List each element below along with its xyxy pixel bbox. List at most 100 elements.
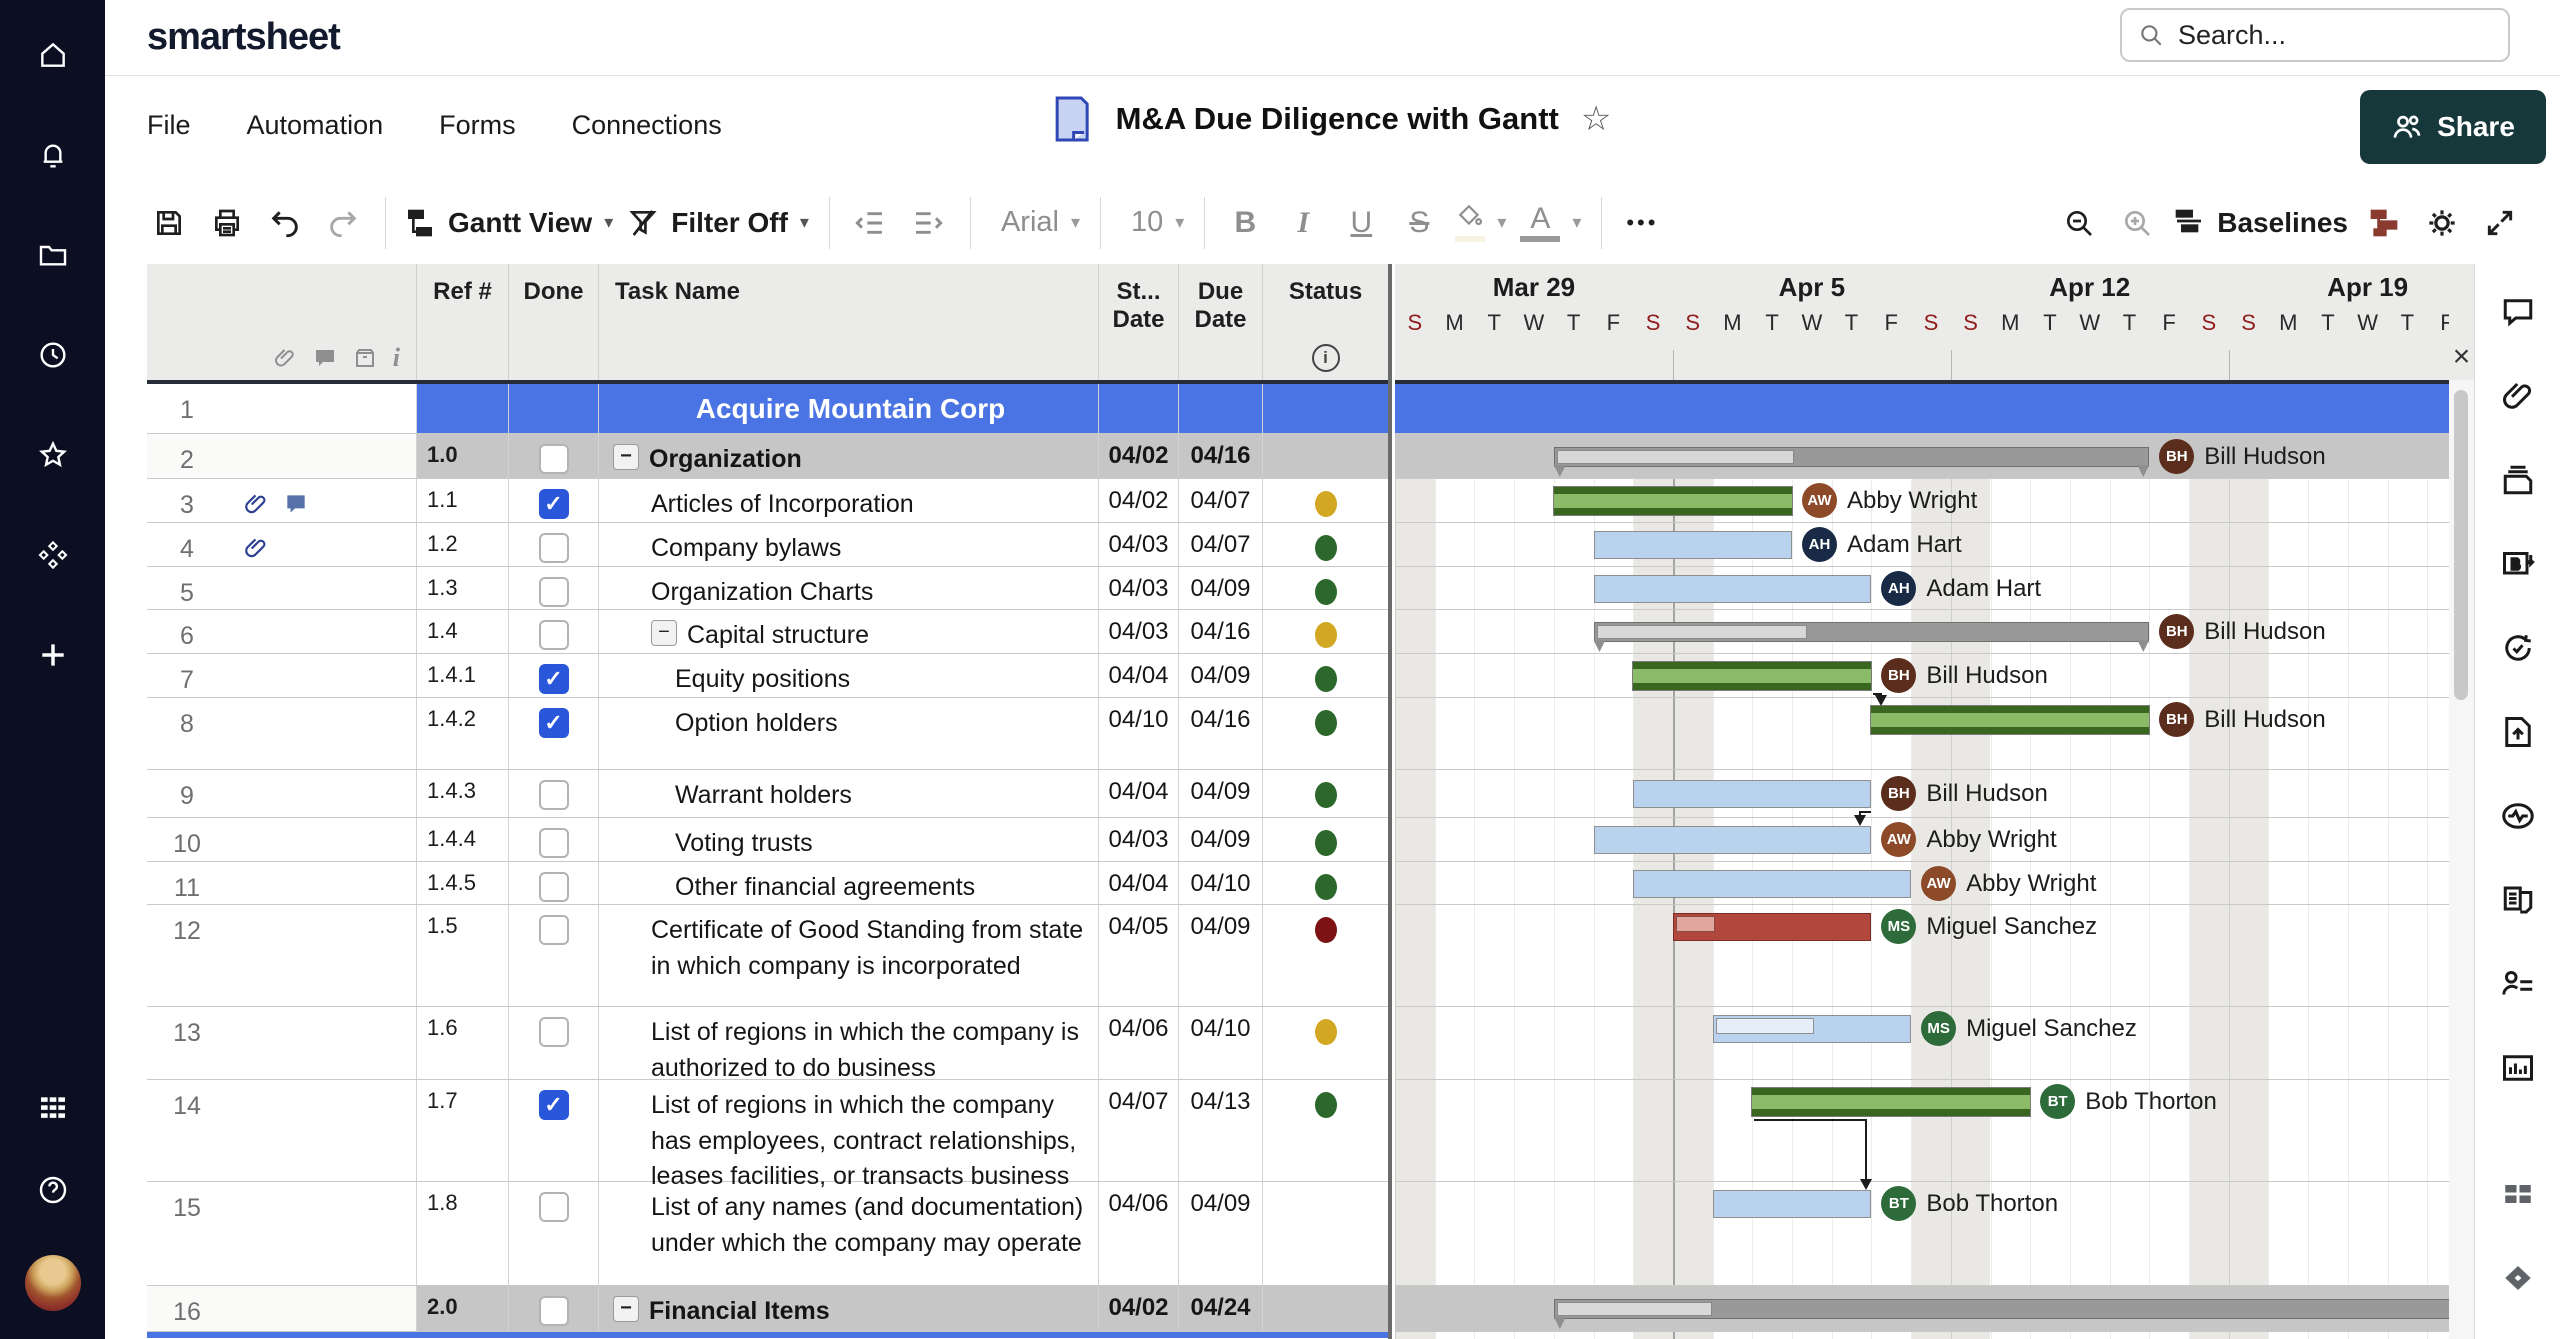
done-checkbox[interactable] xyxy=(538,620,569,650)
summary-icon[interactable] xyxy=(2499,882,2537,918)
task-name-cell[interactable]: Certificate of Good Standing from state … xyxy=(599,905,1099,1006)
ref-cell[interactable] xyxy=(417,384,509,433)
status-indicator[interactable] xyxy=(1314,782,1337,808)
assignee-avatar[interactable]: BH xyxy=(2159,439,2195,474)
done-checkbox[interactable] xyxy=(538,872,569,902)
status-cell[interactable] xyxy=(1263,610,1388,653)
close-gantt-icon[interactable]: × xyxy=(2452,340,2471,373)
status-indicator[interactable] xyxy=(1314,491,1337,517)
menu-item-forms[interactable]: Forms xyxy=(439,110,516,140)
due-date-cell[interactable]: 04/10 xyxy=(1179,862,1263,904)
update-requests-icon[interactable] xyxy=(2499,630,2537,666)
start-date-cell[interactable]: 04/02 xyxy=(1099,1286,1179,1331)
folders-icon[interactable] xyxy=(36,238,70,272)
ref-cell[interactable]: 1.6 xyxy=(417,1007,509,1079)
column-header-status[interactable]: Status i xyxy=(1263,264,1388,380)
status-indicator[interactable] xyxy=(1314,666,1337,692)
due-date-cell[interactable]: 04/16 xyxy=(1179,610,1263,653)
done-cell[interactable] xyxy=(509,818,599,861)
done-cell[interactable] xyxy=(509,905,599,1006)
row-number-cell[interactable]: 5 xyxy=(147,567,417,609)
row-number-cell[interactable]: 2 xyxy=(147,434,417,478)
zoom-in-button[interactable] xyxy=(2115,199,2159,247)
row-number-cell[interactable]: 6 xyxy=(147,610,417,653)
row-number-cell[interactable]: 14 xyxy=(147,1080,417,1181)
premium-apps-icon[interactable] xyxy=(2499,1260,2537,1296)
assignee-avatar[interactable]: AW xyxy=(1802,483,1837,518)
done-cell[interactable] xyxy=(509,1286,599,1331)
done-checkbox[interactable]: ✓ xyxy=(538,708,569,738)
status-indicator[interactable] xyxy=(1314,874,1337,900)
due-date-cell[interactable]: 04/07 xyxy=(1179,523,1263,566)
task-name-cell[interactable]: Acquire Mountain Corp xyxy=(599,384,1099,433)
due-date-cell[interactable]: 04/09 xyxy=(1179,770,1263,817)
due-date-cell[interactable]: 04/07 xyxy=(1179,479,1263,522)
save-button[interactable] xyxy=(147,199,191,247)
due-date-cell[interactable]: 04/10 xyxy=(1179,1007,1263,1079)
assignee-avatar[interactable]: AH xyxy=(1881,571,1917,606)
ref-cell[interactable]: 1.4.5 xyxy=(417,862,509,904)
font-size-select[interactable]: 10 ▾ xyxy=(1131,206,1185,238)
due-date-cell[interactable]: 04/09 xyxy=(1179,1182,1263,1285)
menu-item-connections[interactable]: Connections xyxy=(571,110,722,140)
done-checkbox[interactable] xyxy=(538,1192,569,1222)
settings-gear-icon[interactable] xyxy=(2420,199,2464,247)
done-cell[interactable] xyxy=(509,862,599,904)
ref-cell[interactable]: 2.0 xyxy=(417,1286,509,1331)
done-checkbox[interactable] xyxy=(538,915,569,945)
due-date-cell[interactable] xyxy=(1179,384,1263,433)
activity-log-icon[interactable] xyxy=(2499,798,2537,834)
expand-fullscreen-icon[interactable] xyxy=(2478,199,2522,247)
gantt-bar[interactable] xyxy=(1593,575,1872,603)
fill-color-button[interactable]: ▾ xyxy=(1455,199,1506,247)
done-checkbox[interactable]: ✓ xyxy=(538,664,569,694)
done-checkbox[interactable] xyxy=(538,577,569,607)
start-date-cell[interactable]: 04/04 xyxy=(1099,654,1179,697)
start-date-cell[interactable]: 04/06 xyxy=(1099,1007,1179,1079)
print-button[interactable] xyxy=(205,199,249,247)
home-icon[interactable] xyxy=(36,38,70,72)
collapse-toggle[interactable]: − xyxy=(613,1296,639,1322)
italic-button[interactable]: I xyxy=(1297,205,1310,239)
assignee-avatar[interactable]: MS xyxy=(1921,1011,1957,1046)
task-name-cell[interactable]: List of any names (and documentation) un… xyxy=(599,1182,1099,1285)
gantt-bar[interactable] xyxy=(1553,447,2150,477)
start-date-cell[interactable]: 04/04 xyxy=(1099,770,1179,817)
status-cell[interactable] xyxy=(1263,862,1388,904)
due-date-cell[interactable]: 04/09 xyxy=(1179,567,1263,609)
gantt-bar[interactable] xyxy=(1633,780,1872,808)
done-cell[interactable] xyxy=(509,1182,599,1285)
status-indicator[interactable] xyxy=(1314,830,1337,856)
info-column-icon[interactable]: i xyxy=(392,343,400,372)
notifications-icon[interactable] xyxy=(36,138,70,172)
row-number-cell[interactable]: 15 xyxy=(147,1182,417,1285)
done-checkbox[interactable] xyxy=(538,780,569,810)
status-cell[interactable] xyxy=(1263,434,1388,478)
done-checkbox[interactable] xyxy=(538,1296,569,1326)
due-date-cell[interactable]: 04/16 xyxy=(1179,434,1263,478)
gantt-bar[interactable] xyxy=(1552,486,1793,516)
collapse-toggle[interactable]: − xyxy=(651,620,677,646)
recents-icon[interactable] xyxy=(36,338,70,372)
row-number-cell[interactable]: 7 xyxy=(147,654,417,697)
assignee-avatar[interactable]: BH xyxy=(1881,776,1917,811)
row-number-cell[interactable]: 4 xyxy=(147,523,417,566)
done-cell[interactable] xyxy=(509,610,599,653)
strikethrough-button[interactable]: S xyxy=(1409,205,1430,239)
column-header-start-date[interactable]: St... Date xyxy=(1099,264,1179,380)
due-date-cell[interactable]: 04/24 xyxy=(1179,1286,1263,1331)
assignee-avatar[interactable]: AW xyxy=(1881,822,1917,857)
assignee-avatar[interactable]: AW xyxy=(1921,866,1957,901)
task-name-cell[interactable]: − Financial Items xyxy=(599,1286,1099,1331)
create-icon[interactable] xyxy=(36,638,70,672)
status-cell[interactable] xyxy=(1263,1007,1388,1079)
row-number-cell[interactable]: 8 xyxy=(147,698,417,769)
attachment-icon[interactable] xyxy=(243,535,269,566)
start-date-cell[interactable]: 04/03 xyxy=(1099,610,1179,653)
done-cell[interactable] xyxy=(509,1007,599,1079)
undo-button[interactable] xyxy=(263,199,307,247)
row-number-cell[interactable]: 9 xyxy=(147,770,417,817)
user-avatar[interactable] xyxy=(24,1255,81,1311)
task-name-cell[interactable]: List of regions in which the company has… xyxy=(599,1080,1099,1190)
start-date-cell[interactable]: 04/03 xyxy=(1099,567,1179,609)
